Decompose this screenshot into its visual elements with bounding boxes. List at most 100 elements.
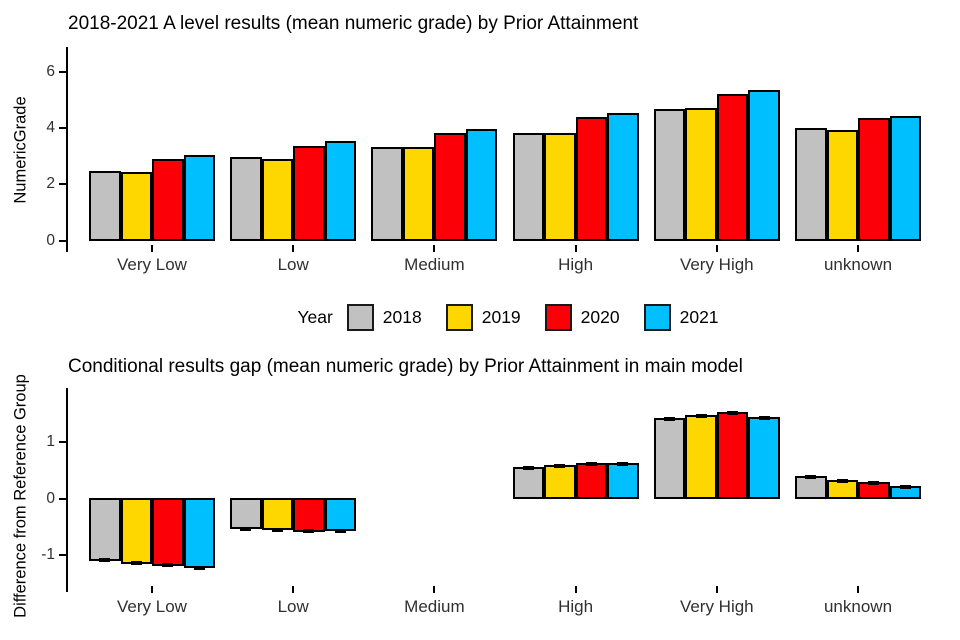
legend-entry-2019: 2019 [445, 303, 521, 331]
error-cap-low-2018 [240, 526, 252, 531]
y-tick [59, 441, 66, 444]
legend-label-2019: 2019 [481, 306, 521, 327]
x-tick [292, 586, 295, 593]
error-cap-very-high-2021 [758, 416, 770, 421]
bar-very-high-2019 [685, 108, 717, 241]
x-tick-label: Very High [679, 255, 754, 274]
bar-low-2019 [261, 159, 294, 241]
x-tick-label: unknown [823, 255, 893, 274]
x-tick [857, 586, 859, 593]
bar-very-low-2021 [183, 155, 215, 241]
legend-swatch-2018 [346, 303, 374, 331]
x-tick-label: Medium [404, 255, 465, 274]
legend-swatch-2021 [643, 303, 671, 331]
bar-unknown-2021 [889, 116, 921, 241]
x-tick [151, 245, 153, 252]
bar-high-2019 [544, 465, 576, 499]
error-cap-very-high-2019 [695, 414, 707, 419]
error-cap-high-2018 [522, 465, 534, 470]
bar-unknown-2019 [826, 129, 858, 241]
error-cap-unknown-2021 [899, 485, 911, 490]
bar-high-2021 [607, 112, 639, 241]
y-tick [59, 183, 66, 186]
bar-very-low-2019 [120, 171, 152, 241]
error-cap-very-low-2018 [99, 558, 111, 563]
bar-low-2019 [261, 497, 294, 531]
bar-unknown-2020 [858, 117, 890, 241]
legend-label-2020: 2020 [580, 306, 620, 327]
bar-low-2018 [230, 157, 262, 241]
x-tick [433, 245, 436, 252]
y-tick [59, 553, 66, 556]
legend-swatch-2019 [445, 303, 473, 331]
legend-entry-2020: 2020 [544, 303, 620, 331]
bar-low-2020 [293, 146, 325, 241]
y-tick-label: 1 [46, 433, 55, 451]
legend: Year 2018 2019 2020 2021 [68, 301, 948, 333]
error-cap-high-2021 [617, 462, 629, 467]
x-tick-label: Very Low [117, 597, 187, 616]
bar-very-low-2021 [183, 497, 215, 569]
x-tick [574, 586, 577, 593]
x-tick-label: Low [277, 255, 309, 274]
bar-low-2020 [293, 497, 325, 532]
error-cap-low-2021 [334, 528, 346, 533]
legend-swatch-2020 [544, 303, 572, 331]
y-tick [59, 239, 66, 242]
bar-very-low-2018 [89, 170, 121, 241]
x-tick-label: Low [277, 597, 309, 616]
y-tick-label: 0 [46, 489, 55, 507]
y-tick-label: -1 [41, 545, 55, 563]
bar-very-low-2020 [152, 497, 184, 566]
bar-low-2018 [230, 497, 262, 530]
x-tick-label: Very High [679, 597, 754, 616]
bar-medium-2019 [402, 147, 435, 241]
bar-high-2020 [575, 462, 608, 499]
legend-label-2021: 2021 [679, 306, 719, 327]
y-tick [59, 70, 66, 73]
error-cap-very-low-2019 [130, 561, 142, 566]
bar-low-2021 [324, 140, 357, 241]
error-cap-very-high-2020 [727, 411, 739, 416]
bar-high-2018 [512, 132, 545, 241]
bar-medium-2018 [371, 146, 403, 241]
x-tick [574, 245, 577, 252]
x-tick-label: High [558, 255, 594, 274]
bar-very-low-2019 [120, 497, 152, 564]
error-cap-unknown-2018 [805, 475, 817, 480]
x-tick [433, 586, 436, 593]
legend-entries: 2018 2019 2020 2021 [346, 303, 719, 331]
error-cap-low-2020 [303, 529, 315, 534]
y-tick-label: 6 [46, 62, 55, 80]
y-tick [59, 126, 66, 129]
error-cap-unknown-2020 [868, 481, 880, 486]
bottom-chart-title: Conditional results gap (mean numeric gr… [68, 356, 743, 377]
x-tick-label: High [558, 597, 594, 616]
x-tick [857, 245, 859, 252]
error-cap-low-2019 [271, 527, 283, 532]
bar-very-high-2021 [748, 417, 780, 499]
x-tick [715, 245, 718, 252]
bar-very-high-2018 [653, 109, 686, 241]
x-tick-label: unknown [823, 597, 893, 616]
x-tick [715, 586, 718, 593]
y-axis-line [66, 388, 68, 592]
x-tick-label: Medium [404, 597, 465, 616]
bar-high-2020 [575, 117, 608, 241]
y-tick-label: 4 [46, 118, 55, 136]
error-cap-very-low-2021 [193, 565, 205, 570]
error-cap-very-high-2018 [664, 416, 676, 421]
bar-high-2018 [512, 466, 545, 499]
legend-title: Year [297, 306, 333, 327]
y-tick [59, 497, 66, 500]
bar-very-high-2020 [716, 93, 749, 241]
legend-entry-2018: 2018 [346, 303, 422, 331]
bar-high-2021 [607, 463, 639, 499]
top-chart-title: 2018-2021 A level results (mean numeric … [68, 13, 639, 34]
bar-very-high-2021 [748, 90, 780, 241]
bar-medium-2021 [465, 129, 498, 241]
error-cap-very-low-2020 [162, 563, 174, 568]
